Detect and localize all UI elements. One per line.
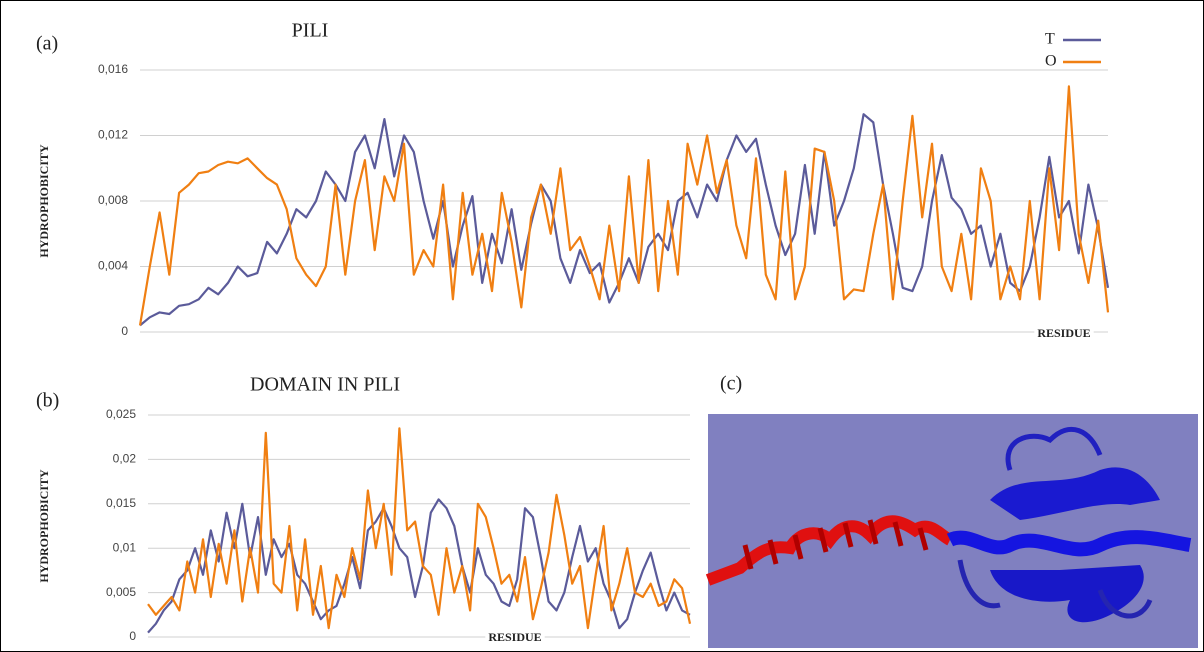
x-axis-label: RESIDUE bbox=[488, 630, 541, 644]
chart-title: PILI bbox=[292, 20, 329, 42]
y-tick-label: 0,005 bbox=[106, 585, 136, 599]
panel-label: (c) bbox=[720, 373, 742, 395]
y-tick-label: 0 bbox=[121, 324, 128, 338]
y-tick-label: 0,012 bbox=[98, 128, 128, 142]
legend-label: O bbox=[1045, 53, 1057, 70]
figure: (c) 0 0,004 0,008 0,012 0,016 (a) PILI HYDROPHO… bbox=[0, 0, 1204, 652]
y-tick-label: 0,01 bbox=[113, 540, 137, 554]
panel-label: (a) bbox=[36, 33, 58, 55]
x-axis-label: RESIDUE bbox=[1037, 326, 1090, 340]
chart-title: DOMAIN IN PILI bbox=[250, 374, 400, 396]
panel-label: (b) bbox=[36, 390, 59, 412]
protein-image bbox=[708, 414, 1198, 648]
y-tick-label: 0 bbox=[129, 629, 136, 643]
legend-label: T bbox=[1045, 31, 1055, 48]
y-tick-label: 0,015 bbox=[106, 496, 136, 510]
y-axis-label: HYDROPHOBICITY bbox=[37, 469, 51, 583]
y-tick-label: 0,025 bbox=[106, 407, 136, 421]
y-tick-label: 0,02 bbox=[113, 452, 137, 466]
y-tick-label: 0,008 bbox=[98, 193, 128, 207]
y-tick-label: 0,016 bbox=[98, 62, 128, 76]
y-tick-label: 0,004 bbox=[98, 259, 128, 273]
y-axis-label: HYDROPHOBICITY bbox=[37, 144, 51, 258]
